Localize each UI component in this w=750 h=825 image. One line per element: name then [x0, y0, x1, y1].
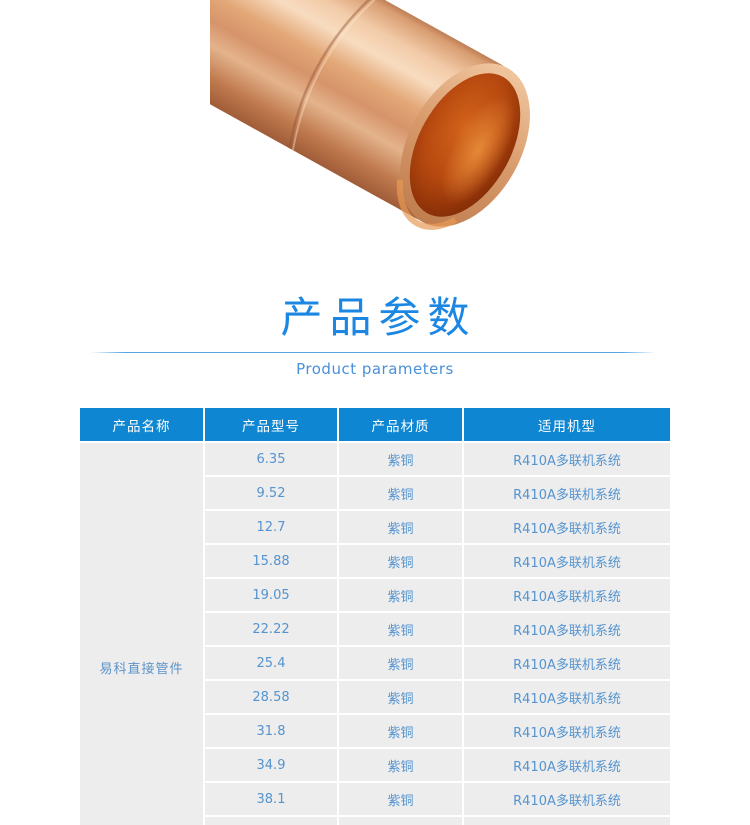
system-cell: R410A多联机系统	[464, 681, 670, 713]
system-cell: R410A多联机系统	[464, 545, 670, 577]
system-cell	[464, 817, 670, 825]
model-cell: 9.52	[205, 477, 337, 509]
model-cell: 34.9	[205, 749, 337, 781]
material-cell: 紫铜	[339, 783, 462, 815]
system-cell: R410A多联机系统	[464, 613, 670, 645]
title-divider-line	[90, 352, 656, 353]
system-cell: R410A多联机系统	[464, 715, 670, 747]
column-header-material: 产品材质	[339, 408, 462, 441]
material-cell: 紫铜	[339, 749, 462, 781]
system-cell: R410A多联机系统	[464, 647, 670, 679]
material-cell: 紫铜	[339, 715, 462, 747]
model-cell: 38.1	[205, 783, 337, 815]
model-cell: 25.4	[205, 647, 337, 679]
product-name-cell: 易科直接管件	[80, 443, 203, 825]
model-cell: 28.58	[205, 681, 337, 713]
material-cell: 紫铜	[339, 511, 462, 543]
material-cell: 紫铜	[339, 647, 462, 679]
system-cell: R410A多联机系统	[464, 477, 670, 509]
system-cell: R410A多联机系统	[464, 443, 670, 475]
model-cell: 15.88	[205, 545, 337, 577]
model-cell: 22.22	[205, 613, 337, 645]
product-photo	[146, 0, 540, 255]
system-cell: R410A多联机系统	[464, 579, 670, 611]
column-header-product-name: 产品名称	[80, 408, 203, 441]
material-cell: 紫铜	[339, 477, 462, 509]
model-cell: 6.35	[205, 443, 337, 475]
material-cell: 紫铜	[339, 681, 462, 713]
column-header-system: 适用机型	[464, 408, 670, 441]
column-header-model: 产品型号	[205, 408, 337, 441]
material-cell: 紫铜	[339, 579, 462, 611]
model-cell: 12.7	[205, 511, 337, 543]
model-cell: 19.05	[205, 579, 337, 611]
system-cell: R410A多联机系统	[464, 749, 670, 781]
material-cell: 紫铜	[339, 613, 462, 645]
system-cell: R410A多联机系统	[464, 511, 670, 543]
parameters-table: 产品名称 产品型号 产品材质 适用机型 易科直接管件 6.35 紫铜 R410A…	[80, 408, 670, 825]
material-cell	[339, 817, 462, 825]
pipe-seam	[288, 0, 376, 149]
model-cell: 31.8	[205, 715, 337, 747]
section-title: 产品参数	[280, 293, 477, 342]
material-cell: 紫铜	[339, 545, 462, 577]
model-cell	[205, 817, 337, 825]
material-cell: 紫铜	[339, 443, 462, 475]
section-subtitle: Product parameters	[296, 360, 454, 378]
system-cell: R410A多联机系统	[464, 783, 670, 815]
